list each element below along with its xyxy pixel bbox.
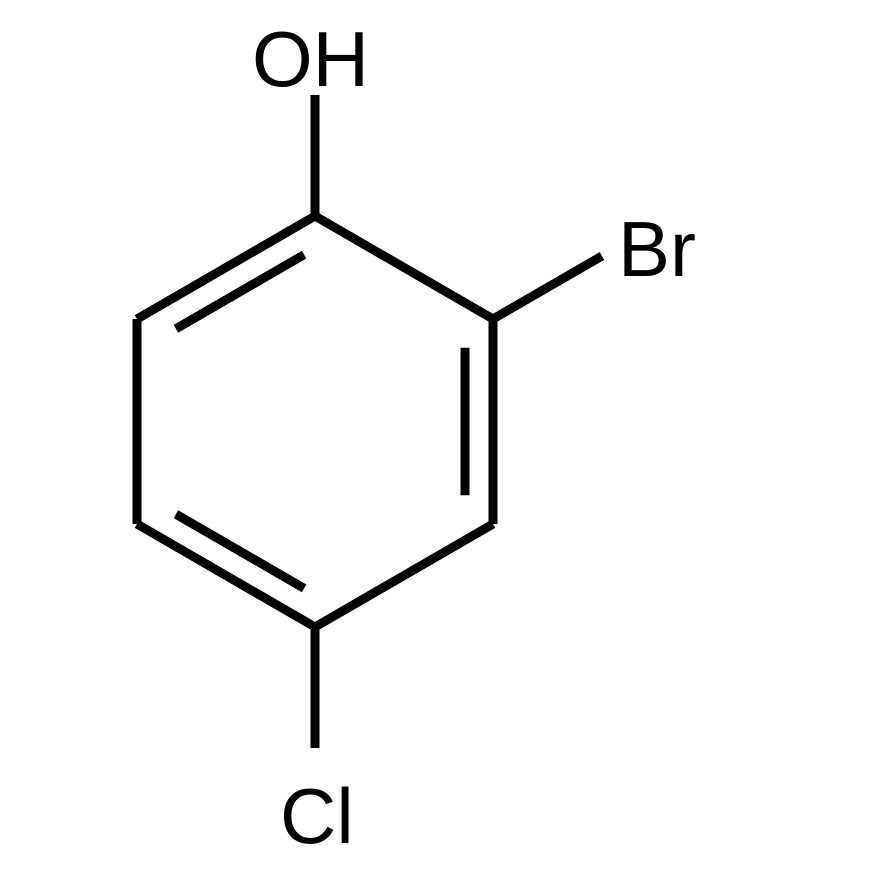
label-OH: OH xyxy=(252,15,369,103)
molecule-diagram: OH Br Cl xyxy=(0,0,890,890)
bond-C3-C4 xyxy=(315,524,493,627)
label-Cl: Cl xyxy=(280,772,354,860)
bond-C1-C2 xyxy=(315,216,493,319)
bond-C2-Br xyxy=(493,256,602,319)
label-Br: Br xyxy=(618,205,696,293)
bond-C6-C1-inner xyxy=(176,255,304,329)
bond-C4-C5-inner xyxy=(176,514,304,588)
